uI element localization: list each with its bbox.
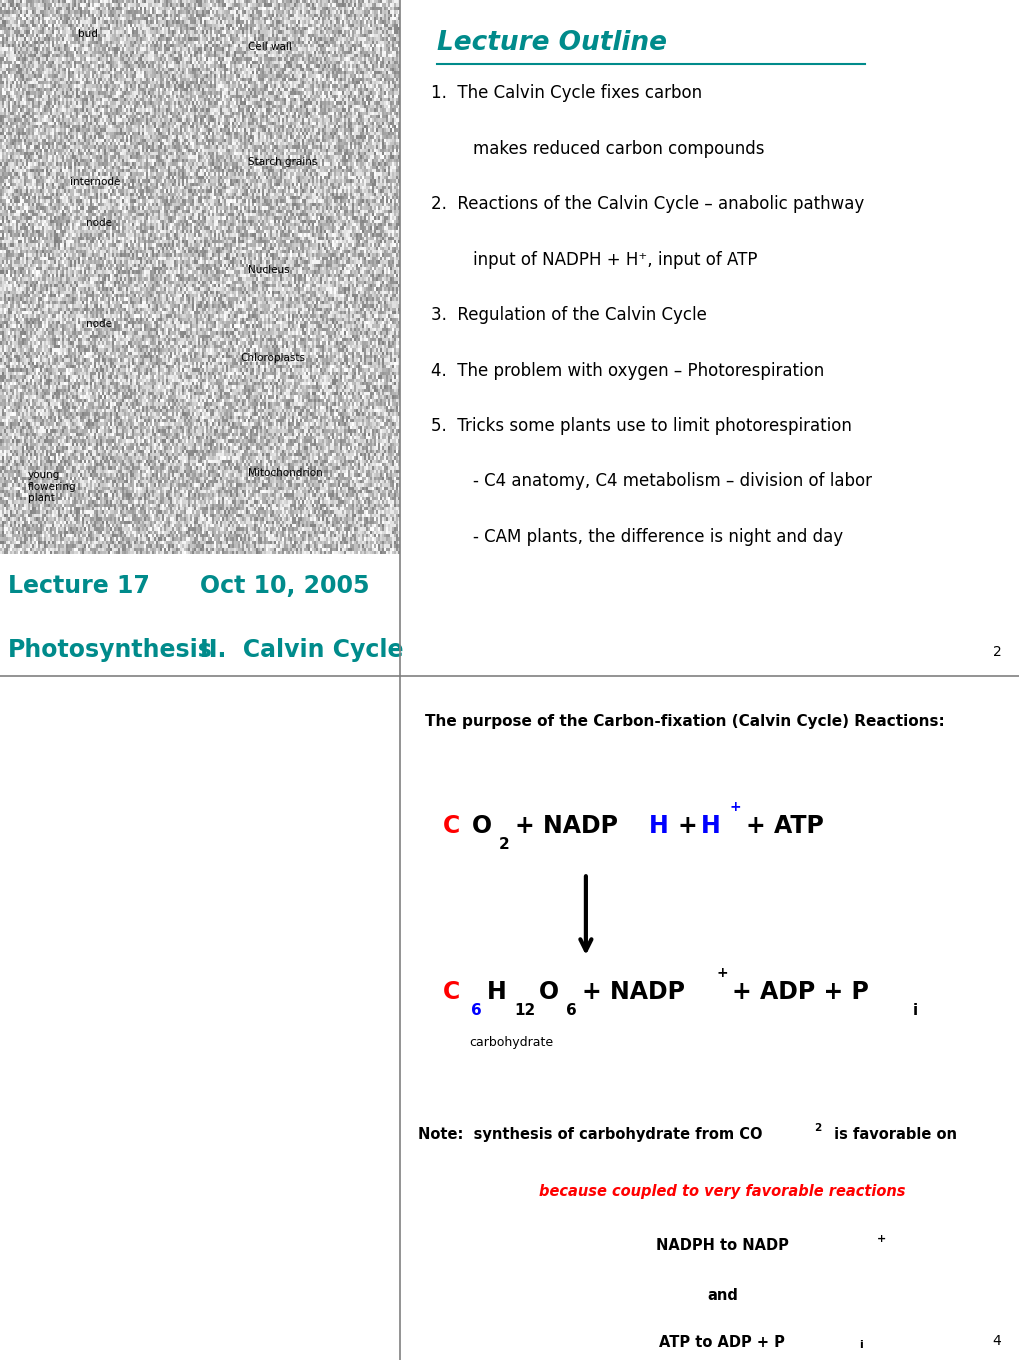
- Text: ATP to ADP + P: ATP to ADP + P: [658, 1336, 785, 1350]
- Text: Starch grains: Starch grains: [248, 158, 317, 167]
- Text: 2: 2: [991, 645, 1001, 660]
- Text: +: +: [729, 800, 740, 815]
- Text: Note:  synthesis of carbohydrate from CO: Note: synthesis of carbohydrate from CO: [418, 1127, 762, 1142]
- Text: +: +: [716, 966, 728, 979]
- Text: The purpose of the Carbon-fixation (Calvin Cycle) Reactions:: The purpose of the Carbon-fixation (Calv…: [424, 714, 944, 729]
- Text: 3.  Regulation of the Calvin Cycle: 3. Regulation of the Calvin Cycle: [430, 306, 706, 324]
- Text: 2: 2: [813, 1123, 820, 1133]
- Text: makes reduced carbon compounds: makes reduced carbon compounds: [430, 140, 763, 158]
- Text: 5.  Tricks some plants use to limit photorespiration: 5. Tricks some plants use to limit photo…: [430, 418, 851, 435]
- Text: II.  Calvin Cycle: II. Calvin Cycle: [200, 638, 404, 662]
- Text: H: H: [486, 979, 505, 1004]
- Text: young
flowering
plant: young flowering plant: [28, 471, 76, 503]
- Text: Chloroplasts: Chloroplasts: [239, 354, 305, 363]
- Text: Cell wall: Cell wall: [248, 42, 291, 52]
- Text: node: node: [86, 218, 112, 228]
- Text: +: +: [677, 815, 697, 838]
- Text: O: O: [472, 815, 491, 838]
- Text: carbohydrate: carbohydrate: [469, 1036, 553, 1049]
- Text: Oct 10, 2005: Oct 10, 2005: [200, 574, 369, 598]
- Text: internode: internode: [69, 178, 120, 188]
- Text: Lecture 17: Lecture 17: [8, 574, 150, 598]
- Text: node: node: [86, 320, 112, 329]
- Text: energy utilization: energy utilization: [72, 941, 327, 968]
- Text: C: C: [443, 815, 460, 838]
- Text: Lecture Outline: Lecture Outline: [436, 30, 666, 56]
- Text: - CAM plants, the difference is night and day: - CAM plants, the difference is night an…: [430, 528, 842, 545]
- Text: 12: 12: [514, 1004, 535, 1019]
- Text: + NADP: + NADP: [582, 979, 685, 1004]
- Text: The Calvin Cycle: The Calvin Cycle: [50, 1160, 350, 1194]
- Text: NADPH to NADP: NADPH to NADP: [655, 1239, 788, 1254]
- Text: - C4 anatomy, C4 metabolism – division of labor: - C4 anatomy, C4 metabolism – division o…: [430, 472, 871, 491]
- Text: H: H: [648, 815, 668, 838]
- Text: 2: 2: [498, 838, 510, 853]
- Text: 6: 6: [470, 1004, 481, 1019]
- Text: H: H: [700, 815, 719, 838]
- Text: Mitochondrion: Mitochondrion: [248, 468, 322, 479]
- Text: 1.  The Calvin Cycle fixes carbon: 1. The Calvin Cycle fixes carbon: [430, 84, 701, 102]
- Text: DARK REACTIONS: DARK REACTIONS: [20, 850, 379, 884]
- Text: because coupled to very favorable reactions: because coupled to very favorable reacti…: [539, 1185, 905, 1200]
- Text: i: i: [912, 1004, 917, 1019]
- Text: i: i: [858, 1340, 862, 1349]
- Bar: [0, 555, 399, 676]
- Text: bud: bud: [77, 29, 98, 39]
- Text: +: +: [876, 1234, 886, 1243]
- Text: O: O: [538, 979, 558, 1004]
- Text: + ADP + P: + ADP + P: [731, 979, 867, 1004]
- Text: 6: 6: [566, 1004, 576, 1019]
- Text: + ATP: + ATP: [745, 815, 823, 838]
- Text: + NADP: + NADP: [514, 815, 616, 838]
- Text: 4.  The problem with oxygen – Photorespiration: 4. The problem with oxygen – Photorespir…: [430, 362, 823, 379]
- Text: is favorable on: is favorable on: [828, 1127, 956, 1142]
- Text: input of NADPH + H⁺, input of ATP: input of NADPH + H⁺, input of ATP: [430, 250, 756, 269]
- Text: 4: 4: [991, 1334, 1001, 1348]
- Text: Photosynthesis: Photosynthesis: [8, 638, 213, 662]
- Text: 2.  Reactions of the Calvin Cycle – anabolic pathway: 2. Reactions of the Calvin Cycle – anabo…: [430, 196, 863, 214]
- Text: and: and: [706, 1288, 737, 1303]
- Text: C: C: [443, 979, 460, 1004]
- Text: Nucleus: Nucleus: [248, 265, 289, 275]
